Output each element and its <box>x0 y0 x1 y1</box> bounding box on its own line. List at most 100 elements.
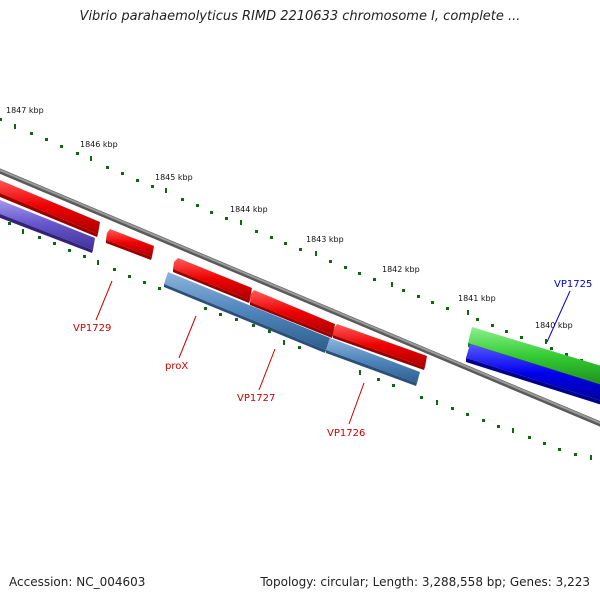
tick-minor <box>38 236 41 239</box>
kbp-scale-labels: 1847 kbp 1846 kbp 1845 kbp 1844 kbp 1843… <box>6 106 573 330</box>
tick-minor <box>121 172 124 175</box>
gene-proX-gene[interactable] <box>164 272 330 353</box>
gene-labels: VP1729 proX VP1727 VP1726 VP1725 <box>73 279 592 439</box>
gene-label-VP1726[interactable]: VP1726 <box>327 428 365 439</box>
inner-tick-row <box>8 222 592 460</box>
tick-minor <box>505 330 508 333</box>
tick-minor <box>0 118 2 121</box>
gene-left-gene[interactable] <box>0 198 95 253</box>
accession-text: Accession: NC_004603 <box>9 575 146 589</box>
gene-label-proX[interactable]: proX <box>165 361 188 372</box>
tick-minor <box>30 132 33 135</box>
tick-major <box>315 251 317 256</box>
tick-major <box>22 229 24 234</box>
tick-minor <box>402 289 405 292</box>
tick-minor <box>299 248 302 251</box>
tick-minor <box>196 204 199 207</box>
tick-minor <box>298 346 301 349</box>
kbp-label: 1847 kbp <box>6 106 44 115</box>
tick-minor <box>520 336 523 339</box>
tick-minor <box>68 249 71 252</box>
tick-minor <box>558 448 561 451</box>
tick-minor <box>451 407 454 410</box>
tick-minor <box>491 324 494 327</box>
kbp-label: 1846 kbp <box>80 140 118 149</box>
tick-minor <box>106 166 109 169</box>
tick-minor <box>466 413 469 416</box>
leader-VP1727 <box>258 348 276 391</box>
tick-minor <box>358 272 361 275</box>
tick-major <box>97 260 99 265</box>
gene-VP1726-cds[interactable] <box>333 324 427 370</box>
tick-minor <box>420 396 423 399</box>
tick-minor <box>482 419 485 422</box>
tick-minor <box>158 287 161 290</box>
tick-minor <box>219 313 222 316</box>
gene-label-VP1729[interactable]: VP1729 <box>73 323 111 334</box>
tick-minor <box>210 211 213 214</box>
tick-minor <box>574 453 577 456</box>
tick-minor <box>270 236 273 239</box>
kbp-label: 1845 kbp <box>155 173 193 182</box>
tick-minor <box>431 301 434 304</box>
leader-VP1725 <box>546 290 571 343</box>
tick-major <box>359 370 361 375</box>
gene-proX-cds[interactable] <box>173 258 252 303</box>
tick-major <box>14 124 16 129</box>
tick-minor <box>252 324 255 327</box>
tick-minor <box>136 179 139 182</box>
tick-minor <box>377 378 380 381</box>
tick-minor <box>151 185 154 188</box>
tick-major <box>283 340 285 345</box>
tick-minor <box>565 353 568 356</box>
tick-minor <box>373 278 376 281</box>
tick-minor <box>53 242 56 245</box>
tick-major <box>240 220 242 225</box>
leader-VP1729 <box>95 280 113 321</box>
tick-major <box>90 156 92 161</box>
tick-minor <box>113 268 116 271</box>
label-leaders <box>95 280 571 425</box>
tick-major <box>512 428 514 433</box>
tick-minor <box>143 281 146 284</box>
tick-minor <box>284 242 287 245</box>
tick-minor <box>255 230 258 233</box>
tick-minor <box>45 138 48 141</box>
tick-minor <box>204 307 207 310</box>
tick-minor <box>268 330 271 333</box>
tick-minor <box>329 260 332 263</box>
gene-VP1729-cds[interactable] <box>106 229 154 260</box>
tick-major <box>590 455 592 460</box>
gene-VP1727-cds[interactable] <box>250 290 335 338</box>
tick-minor <box>528 436 531 439</box>
gene-VP1727-gene[interactable] <box>326 338 420 386</box>
gene-label-VP1725[interactable]: VP1725 <box>554 279 592 290</box>
tick-major <box>436 400 438 405</box>
tick-major <box>545 339 547 344</box>
tick-minor <box>235 318 238 321</box>
kbp-label: 1843 kbp <box>306 235 344 244</box>
tick-minor <box>60 145 63 148</box>
gene-label-VP1727[interactable]: VP1727 <box>237 393 275 404</box>
kbp-label: 1841 kbp <box>458 294 496 303</box>
leader-VP1726 <box>348 382 365 425</box>
tick-major <box>467 310 469 315</box>
tick-minor <box>76 152 79 155</box>
gene-VP1725-gene[interactable] <box>466 344 600 406</box>
tick-minor <box>550 347 553 350</box>
kbp-label: 1840 kbp <box>535 321 573 330</box>
tick-minor <box>476 318 479 321</box>
tick-minor <box>344 266 347 269</box>
tick-minor <box>497 425 500 428</box>
map-title: Vibrio parahaemolyticus RIMD 2210633 chr… <box>79 9 521 24</box>
tick-minor <box>225 217 228 220</box>
gene-left-cds[interactable] <box>0 178 100 237</box>
tick-minor <box>8 222 11 225</box>
outer-tick-row <box>0 118 597 368</box>
tick-minor <box>128 275 131 278</box>
tick-minor <box>543 442 546 445</box>
tick-major <box>391 282 393 287</box>
tick-minor <box>181 198 184 201</box>
chromosome-backbone <box>0 168 600 427</box>
